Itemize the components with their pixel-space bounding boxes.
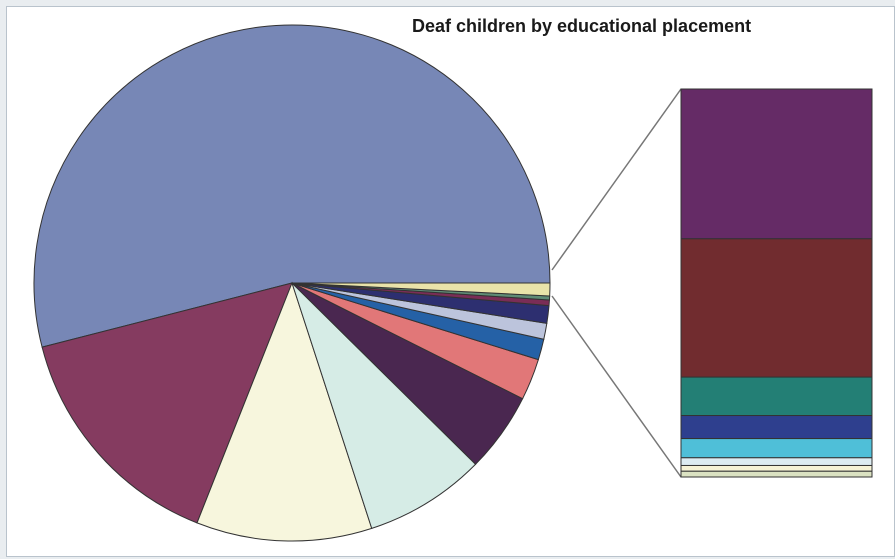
leader-line-2 <box>551 295 682 478</box>
breakout-leader-lines <box>551 88 682 478</box>
pie-slice-2 <box>41 282 293 524</box>
pie-slice-12 <box>291 282 551 297</box>
leader-line-1 <box>551 88 682 271</box>
breakout-segment-6 <box>680 457 873 466</box>
chart-title: Deaf children by educational placement <box>412 16 752 36</box>
breakout-segment-8 <box>680 470 873 478</box>
breakout-segment-5 <box>680 438 873 459</box>
pie-slice-1 <box>33 24 551 348</box>
breakout-segment-1 <box>680 88 873 240</box>
pie-slice-4 <box>291 282 477 530</box>
breakout-segment-3 <box>680 376 873 417</box>
breakout-bar <box>680 88 873 478</box>
breakout-segment-7 <box>680 464 873 472</box>
pie-slice-3 <box>196 281 373 542</box>
breakout-segment-2 <box>680 238 873 378</box>
breakout-segment-4 <box>680 415 873 440</box>
pie-slices <box>33 24 551 542</box>
